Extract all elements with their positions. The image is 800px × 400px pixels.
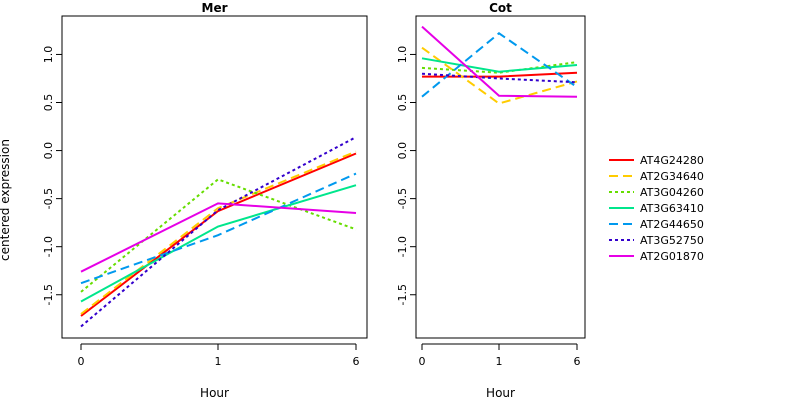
- y-tick-label: -1.5: [42, 284, 55, 305]
- x-tick-label: 1: [215, 355, 222, 368]
- x-tick-label: 6: [574, 355, 581, 368]
- series-line-at2g44650: [80, 172, 357, 285]
- series-line-at4g24280: [80, 152, 357, 317]
- series-line-at3g52750: [421, 72, 578, 84]
- y-tick-label: 1.0: [396, 46, 409, 64]
- y-tick-label: -1.5: [396, 284, 409, 305]
- x-axis-label: Hour: [486, 386, 515, 400]
- legend: AT4G24280 AT2G34640 AT3G04260 AT3G63410 AT2G…: [609, 154, 704, 263]
- series-line-at3g63410: [421, 57, 578, 73]
- series-line-at4g24280: [422, 71, 578, 78]
- y-tick-label: 0.0: [396, 142, 409, 160]
- series-line-at3g52750: [80, 136, 357, 328]
- series-line-at3g04260: [421, 61, 578, 74]
- legend-label: AT3G63410: [640, 202, 704, 215]
- y-tick-label: -1.0: [396, 236, 409, 257]
- legend-label: AT2G34640: [640, 170, 704, 183]
- y-tick-label: 0.5: [42, 94, 55, 112]
- series-line-at2g01870: [80, 202, 357, 273]
- y-tick-label: 1.0: [42, 46, 55, 64]
- legend-label: AT3G04260: [640, 186, 704, 199]
- series-line-at2g34640: [80, 150, 357, 315]
- y-tick-label: -1.0: [42, 236, 55, 257]
- plot-frame: [61, 15, 368, 339]
- series-line-at2g01870: [421, 25, 578, 98]
- panel-title: Mer: [202, 1, 228, 15]
- plot-frame: [415, 15, 586, 339]
- x-tick-label: 0: [419, 355, 426, 368]
- x-axis-label: Hour: [200, 386, 229, 400]
- series-line-at3g63410: [80, 184, 357, 303]
- panel-title: Cot: [489, 1, 512, 15]
- y-tick-label: -0.5: [42, 188, 55, 209]
- legend-label: AT4G24280: [640, 154, 704, 167]
- legend-label: AT2G44650: [640, 218, 704, 231]
- x-tick-label: 0: [78, 355, 85, 368]
- panels: Mer -1.5 -1.0 -0.5 0.0 0.5 1.0 0 1 6 Hour Cot -1.5 -1…: [42, 1, 586, 400]
- x-tick-label: 1: [496, 355, 503, 368]
- y-axis-label: centered expression: [0, 139, 12, 261]
- y-tick-label: 0.0: [42, 142, 55, 160]
- legend-label: AT2G01870: [640, 250, 704, 263]
- panel-cot: Cot -1.5 -1.0 -0.5 0.0 0.5 1.0 0 1 6 Hour: [396, 1, 586, 400]
- x-tick-label: 6: [353, 355, 360, 368]
- series-line-at2g34640: [421, 46, 578, 105]
- y-tick-label: 0.5: [396, 94, 409, 112]
- panel-mer: Mer -1.5 -1.0 -0.5 0.0 0.5 1.0 0 1 6 Hour: [42, 1, 368, 400]
- y-tick-label: -0.5: [396, 188, 409, 209]
- legend-label: AT3G52750: [640, 234, 704, 247]
